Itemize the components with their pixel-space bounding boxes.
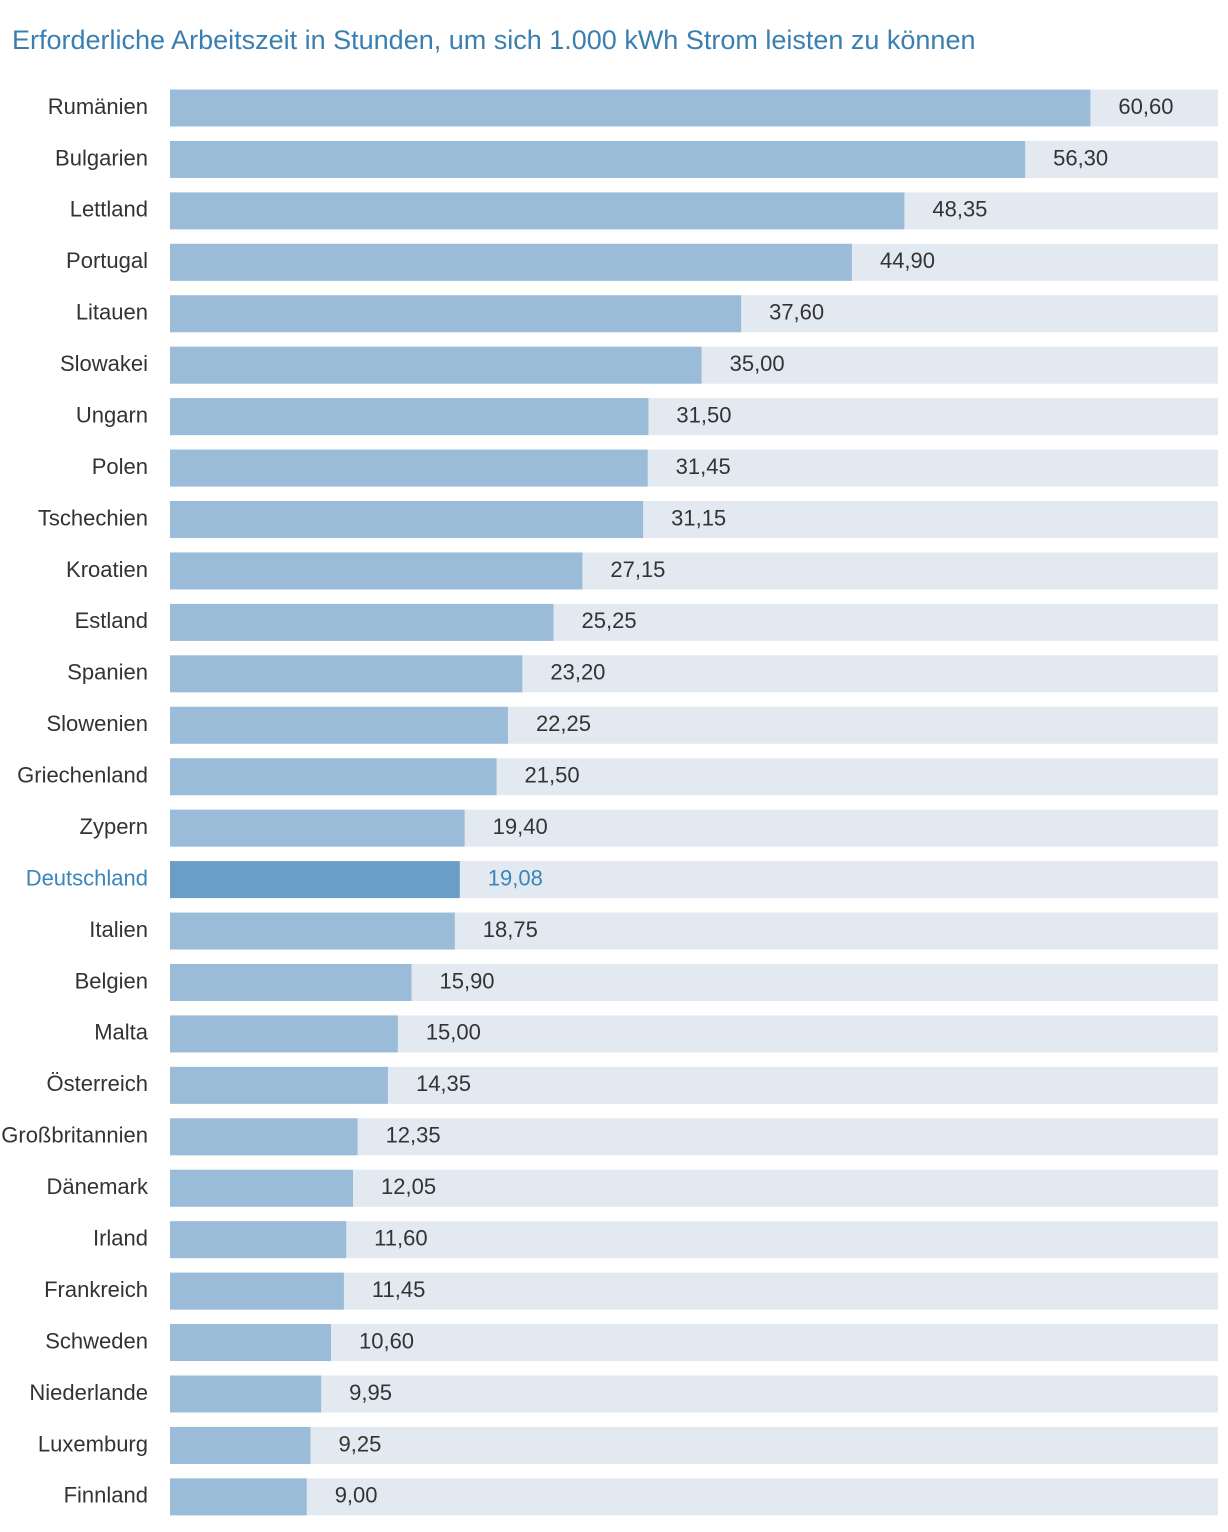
bar — [170, 706, 508, 744]
value-label: 18,75 — [483, 917, 538, 942]
category-label: Italien — [89, 917, 148, 942]
value-label: 27,15 — [610, 557, 665, 582]
value-label: 12,05 — [381, 1174, 436, 1199]
value-label: 31,50 — [676, 402, 731, 427]
bar — [170, 1118, 358, 1156]
category-label: Finnland — [64, 1483, 148, 1508]
bar — [170, 1066, 388, 1104]
category-label: Portugal — [66, 248, 148, 273]
category-label: Österreich — [47, 1071, 148, 1096]
category-label: Tschechien — [38, 505, 148, 530]
category-label: Griechenland — [17, 763, 148, 788]
bar — [170, 655, 523, 693]
value-label: 15,00 — [426, 1020, 481, 1045]
track — [170, 1324, 1218, 1362]
bar — [170, 1478, 307, 1516]
track — [170, 1375, 1218, 1413]
value-label: 15,90 — [439, 968, 494, 993]
bar — [170, 1169, 354, 1207]
value-label: 9,25 — [338, 1431, 381, 1456]
track — [170, 1426, 1218, 1464]
category-label: Frankreich — [44, 1277, 148, 1302]
bar — [170, 912, 455, 950]
value-label: 31,15 — [671, 505, 726, 530]
category-label: Malta — [94, 1020, 149, 1045]
category-label: Zypern — [80, 814, 148, 839]
value-label: 9,95 — [349, 1380, 392, 1405]
value-label: 11,60 — [374, 1225, 427, 1250]
bar — [170, 758, 497, 796]
bar — [170, 501, 644, 539]
value-label: 37,60 — [769, 300, 824, 325]
category-label: Dänemark — [47, 1174, 149, 1199]
value-label: 21,50 — [525, 763, 580, 788]
value-label: 56,30 — [1053, 145, 1108, 170]
value-label: 9,00 — [335, 1483, 378, 1508]
category-label: Estland — [75, 608, 148, 633]
category-label: Schweden — [45, 1328, 148, 1353]
value-label: 22,25 — [536, 711, 591, 736]
bar — [170, 295, 742, 333]
category-label: Slowenien — [46, 711, 148, 736]
category-label: Spanien — [67, 660, 148, 685]
bar — [170, 398, 649, 436]
value-label: 12,35 — [386, 1123, 441, 1148]
value-label: 44,90 — [880, 248, 935, 273]
bar — [170, 552, 583, 590]
value-label: 10,60 — [359, 1328, 414, 1353]
bar — [170, 140, 1026, 178]
category-label: Niederlande — [29, 1380, 148, 1405]
track — [170, 1478, 1218, 1516]
bar — [170, 1272, 344, 1310]
bar — [170, 449, 648, 487]
bar — [170, 1426, 311, 1464]
category-label: Luxemburg — [38, 1431, 148, 1456]
bar — [170, 1015, 398, 1053]
bar — [170, 243, 852, 281]
bar — [170, 1324, 331, 1362]
chart-title: Erforderliche Arbeitszeit in Stunden, um… — [12, 25, 975, 55]
category-label: Litauen — [76, 300, 148, 325]
category-label: Belgien — [75, 968, 148, 993]
bar — [170, 1375, 322, 1413]
bar — [170, 809, 465, 847]
value-label: 60,60 — [1118, 94, 1173, 119]
bar — [170, 1221, 347, 1259]
category-label: Großbritannien — [1, 1123, 148, 1148]
category-label: Irland — [93, 1225, 148, 1250]
bar — [170, 603, 554, 641]
category-label: Kroatien — [66, 557, 148, 582]
category-label: Lettland — [70, 197, 148, 222]
value-label: 48,35 — [932, 197, 987, 222]
value-label: 19,08 — [488, 865, 543, 890]
category-label: Slowakei — [60, 351, 148, 376]
bar — [170, 963, 412, 1001]
bar — [170, 192, 905, 230]
value-label: 35,00 — [730, 351, 785, 376]
value-label: 25,25 — [582, 608, 637, 633]
value-label: 14,35 — [416, 1071, 471, 1096]
value-label: 31,45 — [676, 454, 731, 479]
value-label: 19,40 — [493, 814, 548, 839]
category-label: Rumänien — [48, 94, 148, 119]
track — [170, 1272, 1218, 1310]
category-label: Bulgarien — [55, 145, 148, 170]
bar — [170, 346, 702, 384]
category-label: Deutschland — [26, 865, 148, 890]
category-label: Polen — [92, 454, 148, 479]
value-label: 11,45 — [372, 1277, 425, 1302]
bar — [170, 861, 460, 899]
value-label: 23,20 — [550, 660, 605, 685]
category-label: Ungarn — [76, 402, 148, 427]
bar — [170, 89, 1091, 127]
